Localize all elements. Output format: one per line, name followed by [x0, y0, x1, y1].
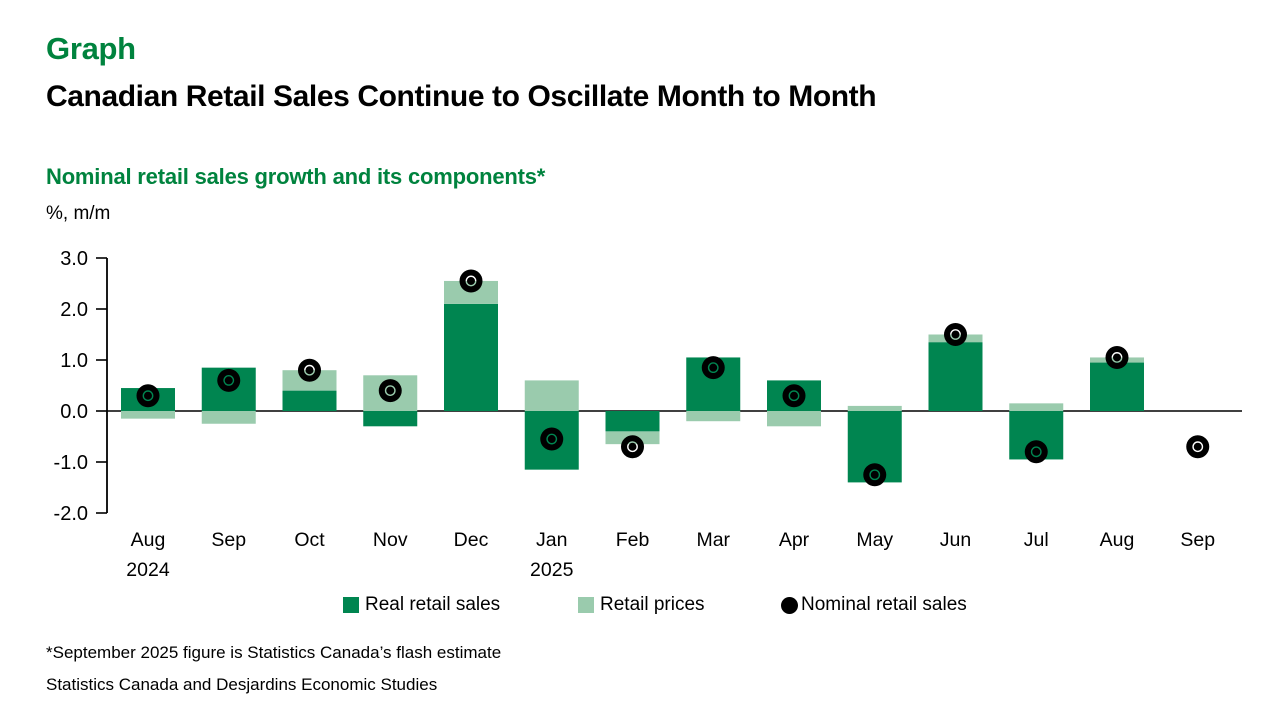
nominal-dot	[944, 323, 967, 346]
legend-label: Retail prices	[600, 594, 705, 615]
nominal-dot	[298, 358, 321, 382]
page-title: Canadian Retail Sales Continue to Oscill…	[46, 80, 877, 113]
nominal-dot	[701, 356, 725, 380]
y-tick-label: -1.0	[54, 452, 88, 474]
x-tick-label: Jul	[1024, 529, 1049, 551]
bar-segment-real-retail-sales	[847, 411, 902, 483]
retail-sales-chart: 3.0 2.0 1.0 0.0 -1.0 -2.0 Aug Sep Oct Nov Dec Jan Fe…	[54, 248, 1242, 581]
bar-segment-retail-prices	[524, 380, 579, 411]
nominal-dot	[540, 427, 564, 451]
nominal-dot	[1105, 345, 1129, 369]
chart-legend: Real retail sales Retail prices Nominal …	[0, 593, 1280, 617]
bar-segment-retail-prices	[847, 405, 902, 411]
x-tick-label: Oct	[294, 529, 325, 551]
nominal-retail-sales-dot-icon	[781, 596, 798, 614]
nominal-dot	[621, 435, 644, 459]
x-tick-label: Aug	[131, 529, 166, 551]
y-tick-label: 3.0	[60, 248, 88, 270]
source-note: Statistics Canada and Desjardins Economi…	[46, 675, 438, 694]
x-tick-label: Nov	[373, 529, 408, 551]
nominal-dot	[1024, 440, 1048, 464]
x-tick-label: Sep	[211, 529, 246, 551]
bar-segment-retail-prices	[121, 411, 175, 419]
axis-unit-label: %, m/m	[46, 203, 111, 224]
nominal-dot	[136, 384, 160, 408]
x-tick-label: Feb	[616, 529, 650, 551]
bar-segment-real-retail-sales	[282, 390, 337, 411]
bar-segment-real-retail-sales	[605, 411, 660, 432]
retail-prices-swatch-icon	[578, 597, 594, 613]
nominal-dot	[459, 269, 483, 293]
x-tick-label: Jan	[536, 529, 567, 551]
bar-segment-real-retail-sales	[1090, 362, 1144, 411]
bar-segment-retail-prices	[201, 411, 256, 424]
legend-label: Nominal retail sales	[801, 594, 967, 615]
kicker-title: Graph	[46, 31, 136, 66]
chart-subtitle: Nominal retail sales growth and its comp…	[46, 164, 546, 189]
y-tick-label: 1.0	[60, 350, 88, 372]
y-tick-label: 0.0	[60, 401, 88, 423]
y-tick-label: -2.0	[54, 503, 88, 525]
footnote: *September 2025 figure is Statistics Can…	[46, 643, 502, 662]
bar-segment-real-retail-sales	[928, 342, 983, 411]
x-tick-label: Dec	[454, 529, 489, 551]
y-tick-label: 2.0	[60, 299, 88, 321]
bar-segment-retail-prices	[1009, 403, 1064, 411]
legend-label: Real retail sales	[365, 594, 501, 615]
legend-item-retail-prices: Retail prices	[578, 593, 705, 617]
nominal-dot	[217, 368, 241, 392]
x-tick-label: Jun	[940, 529, 971, 551]
nominal-dot	[863, 463, 887, 487]
real-retail-sales-swatch-icon	[343, 597, 359, 613]
x-tick-label: Apr	[779, 529, 810, 551]
x-tick-label: Aug	[1100, 529, 1135, 551]
nominal-dot	[782, 384, 806, 408]
bar-segment-real-retail-sales	[363, 411, 418, 427]
x-tick-label: Mar	[696, 529, 730, 551]
x-year-label: 2025	[530, 559, 574, 581]
x-tick-label: Sep	[1180, 529, 1215, 551]
x-year-label: 2024	[126, 559, 170, 581]
nominal-dot	[378, 379, 402, 403]
bar-segment-retail-prices	[686, 411, 741, 422]
legend-item-real-retail-sales: Real retail sales	[343, 593, 500, 617]
bar-segment-retail-prices	[767, 411, 821, 427]
x-tick-label: May	[856, 529, 893, 551]
nominal-dot	[1186, 435, 1210, 459]
bar-segment-real-retail-sales	[444, 303, 498, 411]
legend-item-nominal-retail-sales: Nominal retail sales	[781, 593, 967, 617]
